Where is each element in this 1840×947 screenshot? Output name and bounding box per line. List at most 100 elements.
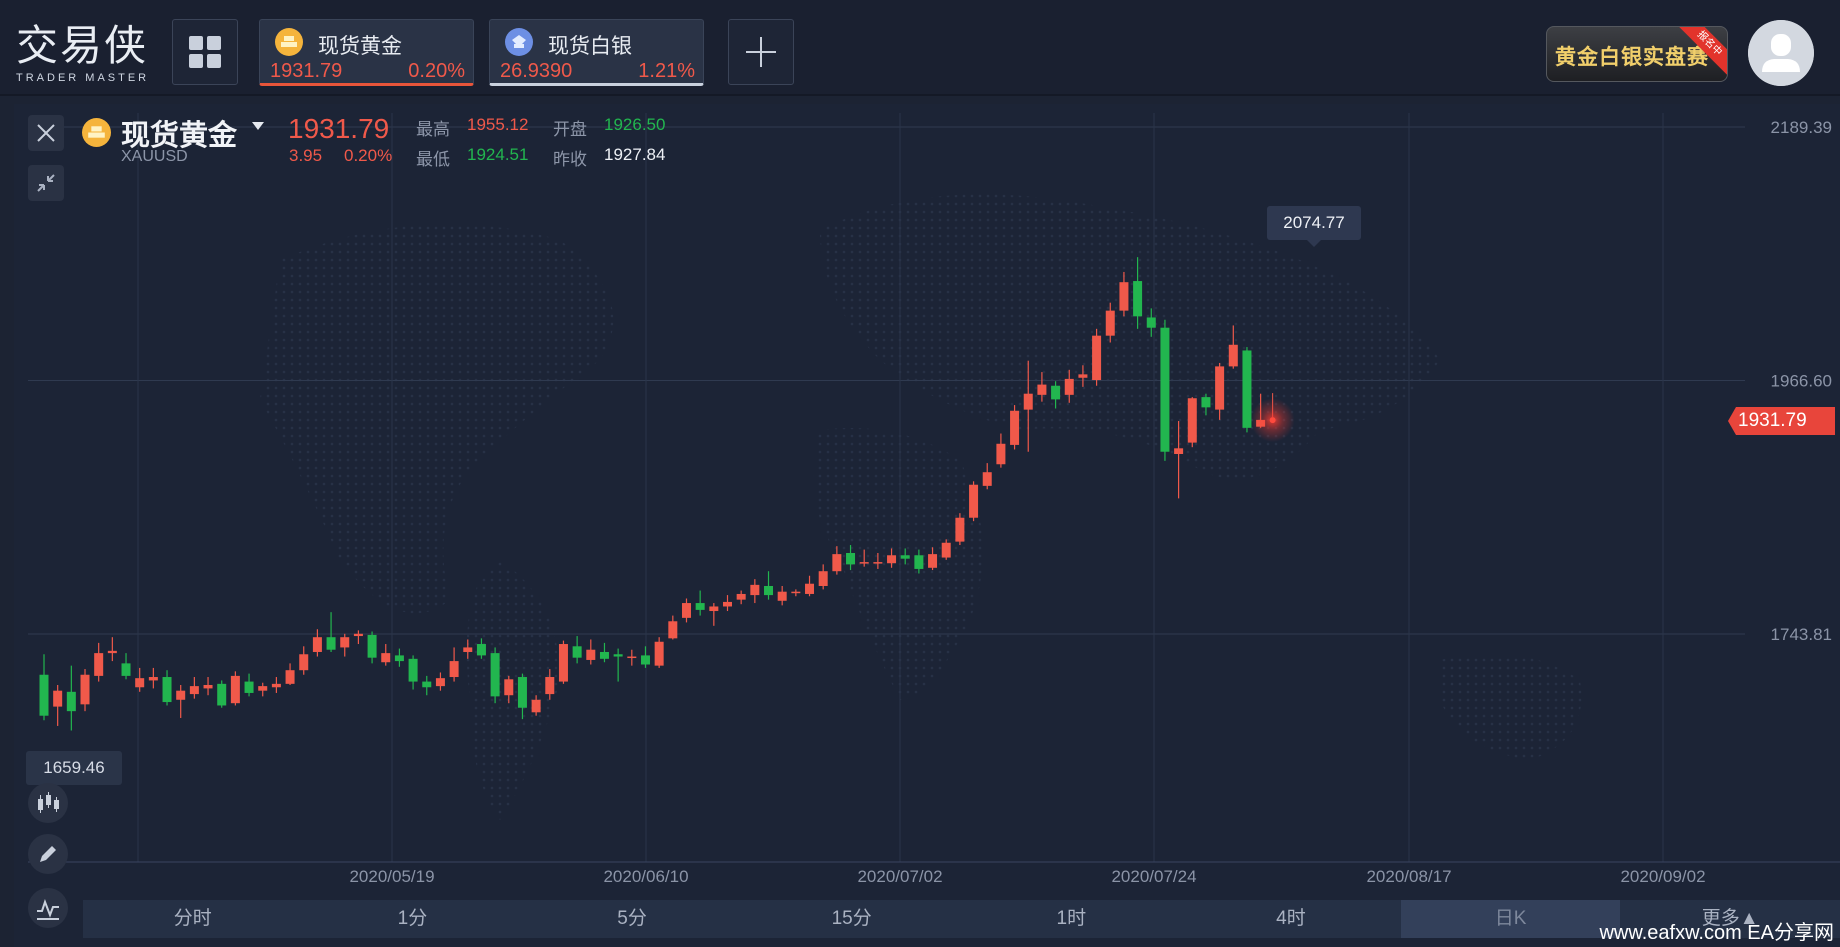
candle [271,677,281,693]
candle-body [832,554,842,572]
candle-body [1133,281,1143,317]
candle [203,677,213,696]
candle-body [1215,366,1225,410]
contest-banner[interactable]: 黄金白银实盘赛 报名中 [1546,26,1728,82]
candle [490,647,500,704]
tab-timeframe-1h[interactable]: 1时 [1056,908,1087,929]
candle [941,539,951,560]
y-tick-label: 1743.81 [1771,625,1832,644]
candle-body [367,634,377,658]
candle [1092,328,1102,386]
tab-timeframe-tick[interactable]: 分时 [173,908,212,929]
candle-body [230,675,240,704]
candle-body [613,654,623,657]
candle-body [805,583,815,594]
candle-body [1078,374,1088,378]
candle [1119,271,1129,317]
candle-body [941,542,951,558]
candle [148,667,158,689]
prev-close-label: 昨收 [553,150,587,169]
candle [517,673,527,720]
tab-silver[interactable]: 现货白银 26.9390 1.21% [489,19,704,86]
candle [627,649,637,666]
candle [217,680,227,708]
y-tick-label: 2189.39 [1771,118,1832,137]
candle-body [914,555,924,569]
tab-gold-name: 现货黄金 [318,35,402,58]
symbol-name[interactable]: 现货黄金 [121,120,238,152]
peak-price-label: 2074.77 [1267,206,1361,247]
close-button[interactable] [28,115,64,151]
candle-body [709,606,719,612]
tab-timeframe-daily[interactable]: 日K [1400,900,1621,938]
high-value: 1955.12 [467,115,529,134]
candle-body [599,651,609,659]
user-icon [1748,20,1814,86]
draw-button[interactable] [28,834,68,874]
candle-body [723,601,732,607]
candle [1215,362,1225,420]
pencil-icon [40,846,56,862]
symbol-dropdown-caret-icon[interactable] [252,122,264,130]
collapse-icon [37,174,55,192]
candle-body [53,690,63,707]
candle-body [1010,410,1020,445]
candle [39,654,49,721]
candle [1010,405,1020,450]
candle [900,548,910,565]
candle [572,636,582,664]
candle [1201,393,1211,416]
grid-menu-button[interactable] [172,19,238,85]
top-bar: 交易侠 TRADER MASTER 现货黄金 1931.79 0.20% 现货白… [0,0,1840,96]
candle-body [846,552,856,565]
candle [832,546,842,575]
candle-body [1228,344,1238,367]
candle-body [558,644,568,682]
candle-body [148,677,158,681]
gold-coin-icon [275,28,303,56]
chart-type-button[interactable] [28,783,68,823]
tab-gold[interactable]: 现货黄金 1931.79 0.20% [259,19,474,86]
candle [887,548,897,568]
candle [818,564,828,590]
tab-silver-price: 26.9390 [500,60,573,82]
grid-lines [28,113,1840,863]
candle-body [572,646,582,658]
candlestick-chart[interactable]: 2189.39 1966.60 1743.81 2020/05/19 2020/06/… [0,96,1840,896]
candle-body [107,650,117,654]
collapse-button[interactable] [28,165,64,201]
tab-timeframe-1m[interactable]: 1分 [397,908,428,929]
x-axis: 2020/05/19 2020/06/10 2020/07/02 2020/07/24… [349,867,1705,886]
candle-body [750,584,760,596]
add-tab-button[interactable] [728,19,794,85]
candle [476,638,486,659]
candle-body [1051,385,1061,400]
candle-body [640,655,650,665]
banner-text: 黄金白银实盘赛 [1555,46,1709,69]
candle [66,665,76,731]
user-avatar[interactable] [1748,20,1814,86]
tab-timeframe-more[interactable]: 更多▲ [1701,908,1759,929]
candle-body [162,677,172,703]
candle [326,612,336,652]
candle [764,571,774,600]
tab-gold-pct: 0.20% [408,60,465,82]
candle-body [1174,448,1184,455]
indicator-button[interactable] [28,888,68,928]
tab-timeframe-4h[interactable]: 4时 [1276,908,1306,929]
tab-timeframe-5m[interactable]: 5分 [617,908,647,929]
tab-timeframe-15m[interactable]: 15分 [831,908,872,929]
candlestick-icon [38,792,59,813]
candle [1051,381,1061,409]
candle-body [1160,327,1170,452]
candle-body [135,678,145,688]
candle [873,552,883,569]
candle-body [394,655,404,662]
candle [1242,347,1252,433]
candle-body [818,571,828,586]
candle-body [285,670,295,684]
candle-body [887,555,897,564]
candle-body [176,690,186,700]
candle-body [66,691,76,712]
candle [1228,325,1238,369]
